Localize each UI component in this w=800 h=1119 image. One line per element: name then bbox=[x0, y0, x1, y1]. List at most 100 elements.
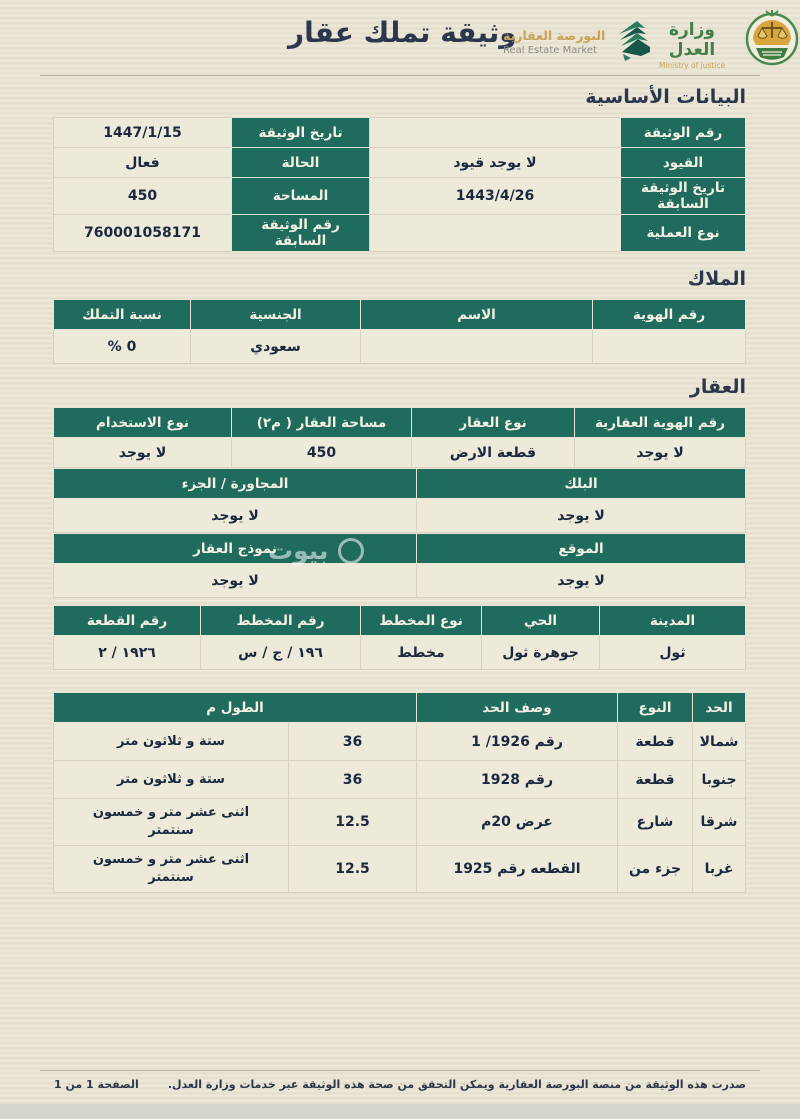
border-description: رقم 1926/ 1 bbox=[416, 722, 618, 761]
real-estate-market-chevron-icon bbox=[611, 16, 657, 68]
field-value: لا يوجد bbox=[416, 498, 746, 533]
table-row: سعودي 0 % bbox=[53, 329, 746, 364]
column-header: رقم القطعة bbox=[53, 605, 201, 636]
field-value: قطعة الارض bbox=[411, 437, 575, 468]
section-heading-owners: الملاك bbox=[687, 268, 746, 290]
field-label: نوع العملية bbox=[620, 214, 746, 252]
table-row: لا يوجد قطعة الارض 450 لا يوجد bbox=[53, 437, 746, 468]
owner-name bbox=[360, 329, 593, 364]
border-type: قطعة bbox=[617, 722, 693, 761]
field-value: لا يوجد bbox=[53, 563, 417, 598]
column-header: رقم الهوية العقارية bbox=[574, 407, 746, 438]
column-header: الجنسية bbox=[190, 299, 361, 330]
field-value: 450 bbox=[53, 177, 232, 215]
border-row-south: جنوبا قطعة رقم 1928 36 ستة و ثلاثون متر bbox=[53, 760, 746, 799]
owners-table: رقم الهوية الاسم الجنسية نسبة التملك سعو… bbox=[53, 299, 746, 364]
table-header-row: البلك المجاورة / الجزء bbox=[53, 468, 746, 499]
table-header-row: المدينة الحي نوع المخطط رقم المخطط رقم ا… bbox=[53, 605, 746, 636]
borders-table: الحد النوع وصف الحد الطول م شمالا قطعة ر… bbox=[53, 692, 746, 893]
border-description: رقم 1928 bbox=[416, 760, 618, 799]
column-header: نوع المخطط bbox=[360, 605, 482, 636]
field-label: المساحة bbox=[231, 177, 370, 215]
border-length: 36 bbox=[288, 722, 417, 761]
column-header: الاسم bbox=[360, 299, 593, 330]
field-value: لا يوجد bbox=[416, 563, 746, 598]
field-value bbox=[369, 214, 621, 252]
border-side: غربا bbox=[692, 845, 746, 893]
table-row: رقم الوثيقة تاريخ الوثيقة 1447/1/15 bbox=[53, 117, 746, 148]
border-row-west: غربا جزء من القطعه رقم 1925 12.5 اثنى عش… bbox=[53, 845, 746, 893]
border-description: القطعه رقم 1925 bbox=[416, 845, 618, 893]
field-value: 450 bbox=[231, 437, 412, 468]
border-row-east: شرقا شارع عرض 20م 12.5 اثنى عشر متر و خم… bbox=[53, 798, 746, 846]
column-header: الحي bbox=[481, 605, 600, 636]
table-header-row: رقم الهوية العقارية نوع العقار مساحة الع… bbox=[53, 407, 746, 438]
ministry-of-justice-arabic-label: وزارة العدل bbox=[668, 20, 716, 60]
column-header: المدينة bbox=[599, 605, 746, 636]
owner-id bbox=[592, 329, 746, 364]
table-header-row: الحد النوع وصف الحد الطول م bbox=[53, 692, 746, 723]
border-side: شمالا bbox=[692, 722, 746, 761]
field-label: القيود bbox=[620, 147, 746, 178]
column-header: الحد bbox=[692, 692, 746, 723]
column-header: رقم الهوية bbox=[592, 299, 746, 330]
field-label: رقم الوثيقة bbox=[620, 117, 746, 148]
border-length: 36 bbox=[288, 760, 417, 799]
column-header: نسبة التملك bbox=[53, 299, 191, 330]
property-main-table: رقم الهوية العقارية نوع العقار مساحة الع… bbox=[53, 407, 746, 468]
column-header: النوع bbox=[617, 692, 693, 723]
ministry-of-justice-logo: وزارة العدل Ministry of justice bbox=[644, 8, 800, 72]
column-header: رقم المخطط bbox=[200, 605, 361, 636]
table-row: لا يوجد لا يوجد bbox=[53, 498, 746, 533]
table-header-row: رقم الهوية الاسم الجنسية نسبة التملك bbox=[53, 299, 746, 330]
field-label: تاريخ الوثيقة bbox=[231, 117, 370, 148]
table-header-row: الموقع نموذج العقار bbox=[53, 533, 746, 564]
plot-number-value: ١٩٢٦ / ٢ bbox=[53, 635, 201, 670]
section-heading-property: العقار bbox=[689, 376, 746, 398]
field-label: الحالة bbox=[231, 147, 370, 178]
border-side: شرقا bbox=[692, 798, 746, 846]
owner-nationality: سعودي bbox=[190, 329, 361, 364]
border-length: 12.5 bbox=[288, 798, 417, 846]
border-length: 12.5 bbox=[288, 845, 417, 893]
border-type: شارع bbox=[617, 798, 693, 846]
page-number: الصفحة 1 من 1 bbox=[54, 1078, 139, 1091]
border-length-text: ستة و ثلاثون متر bbox=[53, 760, 289, 799]
real-estate-market-english-label: Real Estate Market bbox=[503, 45, 597, 56]
column-header: مساحة العقار ( م٢) bbox=[231, 407, 412, 438]
field-value: لا يوجد bbox=[574, 437, 746, 468]
ministry-of-justice-emblem-icon bbox=[744, 8, 800, 72]
bottom-strip bbox=[0, 1104, 800, 1119]
real-estate-market-arabic-label: البورصة العقارية bbox=[503, 28, 606, 43]
property-block-table: البلك المجاورة / الجزء لا يوجد لا يوجد bbox=[53, 468, 746, 533]
column-header: وصف الحد bbox=[416, 692, 618, 723]
column-header: المجاورة / الجزء bbox=[53, 468, 417, 499]
column-header: نوع العقار bbox=[411, 407, 575, 438]
ministry-of-justice-english-label: Ministry of justice bbox=[658, 61, 726, 70]
field-value: 1443/4/26 bbox=[369, 177, 621, 215]
border-length-text: ستة و ثلاثون متر bbox=[53, 722, 289, 761]
field-label: تاريخ الوثيقة السابقة bbox=[620, 177, 746, 215]
border-type: قطعة bbox=[617, 760, 693, 799]
plan-number-value: ١٩٦ / ج / س bbox=[200, 635, 361, 670]
border-length-text: اثنى عشر متر و خمسون سنتمتر bbox=[53, 798, 289, 846]
field-label: رقم الوثيقة السابقة bbox=[231, 214, 370, 252]
footer-divider bbox=[40, 1070, 760, 1071]
district-value: جوهرة ثول bbox=[481, 635, 600, 670]
column-header: الطول م bbox=[53, 692, 417, 723]
field-value: لا يوجد bbox=[53, 498, 417, 533]
field-value: لا يوجد bbox=[53, 437, 232, 468]
table-row: القيود لا يوجد قيود الحالة فعال bbox=[53, 147, 746, 178]
table-row: تاريخ الوثيقة السابقة 1443/4/26 المساحة … bbox=[53, 177, 746, 215]
basic-info-table: رقم الوثيقة تاريخ الوثيقة 1447/1/15 القي… bbox=[53, 117, 746, 252]
border-side: جنوبا bbox=[692, 760, 746, 799]
border-length-text: اثنى عشر متر و خمسون سنتمتر bbox=[53, 845, 289, 893]
column-header: البلك bbox=[416, 468, 746, 499]
table-row: لا يوجد لا يوجد bbox=[53, 563, 746, 598]
border-type: جزء من bbox=[617, 845, 693, 893]
table-row: ثول جوهرة ثول مخطط ١٩٦ / ج / س ١٩٢٦ / ٢ bbox=[53, 635, 746, 670]
field-value bbox=[369, 117, 621, 148]
property-plan-table: المدينة الحي نوع المخطط رقم المخطط رقم ا… bbox=[53, 605, 746, 670]
field-value: 760001058171 bbox=[53, 214, 232, 252]
